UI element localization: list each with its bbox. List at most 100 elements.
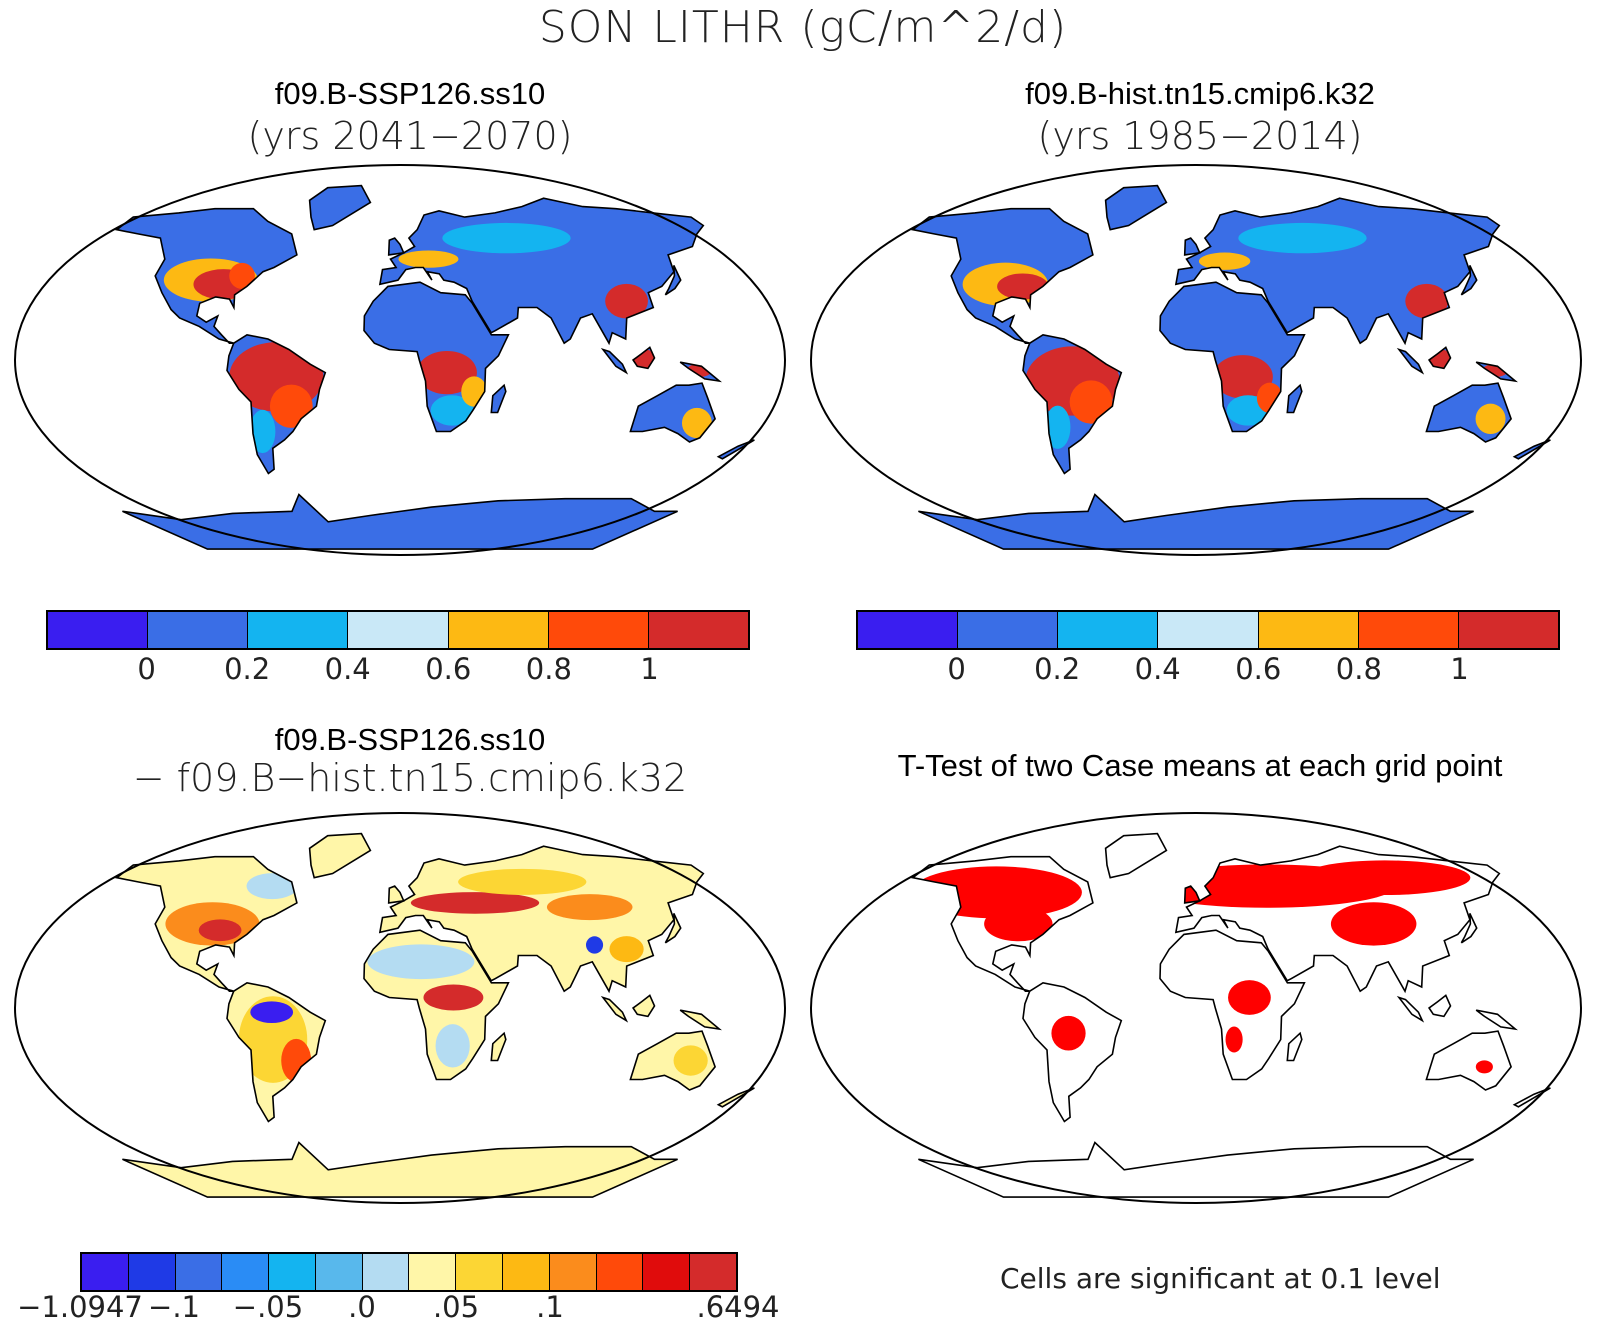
- colorbar-label: .0: [348, 1290, 376, 1324]
- coastline-newguinea: [679, 1009, 723, 1031]
- coastline-africa: [363, 929, 510, 1081]
- coastline-uk: [387, 885, 405, 904]
- coastline-borneo: [1428, 994, 1452, 1018]
- coastline-sumatra: [600, 995, 629, 1023]
- colorbar-box: [448, 612, 549, 648]
- map-border: [14, 164, 786, 556]
- colorbar-box: [269, 1254, 316, 1290]
- panel-3-colorbar: [80, 1252, 738, 1292]
- panel-2-colorbar: [856, 610, 1560, 650]
- field-patch: [458, 868, 587, 895]
- coastline-africa: [1159, 281, 1306, 433]
- panel-2-map: [810, 164, 1582, 556]
- coastline-namerica: [114, 855, 298, 992]
- figure-title: SON LITHR (gC/m^2/d): [538, 2, 1068, 53]
- coastline-africa: [363, 281, 510, 433]
- coastline-newguinea: [679, 361, 723, 383]
- field-patch: [249, 409, 276, 454]
- panel-1-subtitle: (yrs 2041−2070): [247, 114, 573, 158]
- field-patch: [198, 919, 242, 942]
- coastline-newguinea: [1475, 1009, 1519, 1031]
- field-patch: [1198, 252, 1251, 270]
- field-patch: [1212, 355, 1273, 399]
- colorbar-box: [315, 1254, 363, 1290]
- field-patch: [1225, 1026, 1243, 1053]
- panel-2-title: f09.B-hist.tn15.cmip6.k32: [1025, 76, 1375, 111]
- coastline-eurasia: [1174, 845, 1501, 994]
- map-border: [810, 164, 1582, 556]
- coastline-uk: [1183, 237, 1201, 256]
- colorbar-label: 0.6: [1235, 652, 1282, 686]
- coastline-japan: [664, 265, 682, 296]
- coastline-borneo: [632, 994, 656, 1018]
- colorbar-label: −1.0947: [17, 1290, 143, 1324]
- field-patch: [250, 1001, 294, 1024]
- colorbar-label: 0.4: [1134, 652, 1181, 686]
- field-patch: [423, 984, 484, 1011]
- colorbar-box: [456, 1254, 504, 1290]
- coastline-uk: [1183, 885, 1201, 904]
- colorbar-box: [362, 1254, 410, 1290]
- coastline-eurasia: [1174, 197, 1501, 346]
- panel-4-map: [810, 812, 1582, 1204]
- coastline-australia: [629, 382, 717, 443]
- colorbar-box: [858, 612, 959, 648]
- panel-1-title: f09.B-SSP126.ss10: [274, 76, 546, 111]
- field-patch: [442, 222, 571, 254]
- panel-3-colorbar-labels: −1.0947 −.1 −.05 .0 .05 .1 .6494: [17, 1290, 779, 1324]
- field-patch: [1405, 283, 1449, 319]
- coastline-australia: [1425, 1030, 1513, 1091]
- coastline-madagascar: [1286, 383, 1303, 414]
- colorbar-box: [648, 612, 748, 648]
- field-patch: [1299, 860, 1471, 896]
- field-patch: [1044, 405, 1071, 449]
- coastline-greenland: [308, 832, 372, 879]
- colorbar-label: .1: [536, 1290, 564, 1324]
- field-patch: [410, 892, 540, 914]
- field-patch: [435, 1024, 470, 1068]
- coastline-sumatra: [1396, 347, 1425, 375]
- colorbar-box: [1258, 612, 1359, 648]
- field-patch: [1475, 403, 1506, 435]
- coastline-greenland: [1104, 832, 1168, 879]
- colorbar-box: [958, 612, 1059, 648]
- panel-2-colorbar-labels: 0 0.2 0.4 0.6 0.8 1: [856, 652, 1560, 692]
- coastline-samerica: [226, 981, 327, 1123]
- coastline-japan: [1460, 265, 1478, 296]
- colorbar-label: 0: [137, 652, 156, 686]
- colorbar-box: [222, 1254, 270, 1290]
- colorbar-label: 1: [1450, 652, 1469, 686]
- coastline-samerica: [226, 333, 327, 475]
- coastline-sumatra: [1396, 995, 1425, 1023]
- colorbar-box: [1458, 612, 1558, 648]
- coastline-eurasia: [378, 197, 705, 346]
- panel-4-title: T-Test of two Case means at each grid po…: [897, 748, 1503, 783]
- colorbar-label: 0.8: [1335, 652, 1382, 686]
- panel-1-map: [14, 164, 786, 556]
- coastline-sumatra: [600, 347, 629, 375]
- coastline-borneo: [1428, 346, 1452, 370]
- coastline-samerica: [1022, 981, 1123, 1123]
- coastline-madagascar: [1286, 1031, 1303, 1062]
- colorbar-box: [503, 1254, 550, 1290]
- colorbar-label: .6494: [696, 1290, 780, 1324]
- colorbar-box: [348, 612, 449, 648]
- colorbar-box: [548, 612, 649, 648]
- coastline-madagascar: [490, 383, 507, 414]
- coastline-australia: [629, 1030, 717, 1091]
- colorbar-label: 1: [640, 652, 659, 686]
- field-patch: [984, 906, 1053, 942]
- panel-1-colorbar: [46, 610, 750, 650]
- colorbar-box: [596, 1254, 644, 1290]
- colorbar-label: 0.8: [525, 652, 572, 686]
- colorbar-box: [690, 1254, 736, 1290]
- panel-3-subtitle: − f09.B−hist.tn15.cmip6.k32: [132, 756, 688, 800]
- colorbar-box: [148, 612, 249, 648]
- map-border: [810, 812, 1582, 1204]
- coastline-antarctica: [122, 1141, 678, 1198]
- colorbar-label: 0.4: [324, 652, 371, 686]
- colorbar-box: [1158, 612, 1259, 648]
- field-patch: [1069, 380, 1113, 424]
- field-patch: [673, 1045, 708, 1076]
- coastline-greenland: [1104, 184, 1168, 231]
